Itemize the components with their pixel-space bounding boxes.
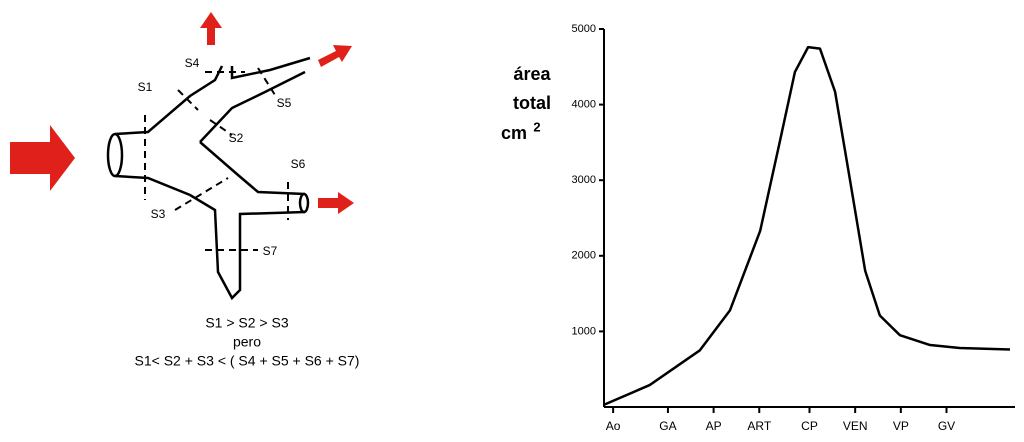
y-tick-label: 5000 bbox=[572, 23, 596, 35]
y-tick-label: 1000 bbox=[572, 325, 596, 337]
caption-line: S1< S2 + S3 < ( S4 + S5 + S6 + S7) bbox=[135, 353, 360, 369]
page: S1 S2 S3 S4 S5 S6 S7 S1 > S2 > S3 pero S… bbox=[0, 0, 1024, 437]
x-tick-label: VEN bbox=[843, 419, 868, 433]
outflow-arrow bbox=[318, 45, 352, 67]
section-label: S7 bbox=[263, 244, 278, 258]
y-tick-label: 4000 bbox=[572, 99, 596, 111]
x-tick-label: VP bbox=[893, 419, 909, 433]
outflow-arrow bbox=[318, 192, 354, 214]
section-label: S2 bbox=[229, 131, 244, 145]
y-tick-label: 2000 bbox=[572, 250, 596, 262]
vessel-wall bbox=[115, 176, 305, 298]
y-axis-label-sup: 2 bbox=[533, 119, 540, 134]
outflow-arrow bbox=[200, 12, 222, 45]
y-tick-label: 3000 bbox=[572, 174, 596, 186]
vessel-wall bbox=[200, 142, 305, 194]
caption-line: pero bbox=[233, 334, 261, 350]
y-axis-label: total bbox=[513, 93, 551, 113]
section-line bbox=[175, 178, 228, 210]
x-tick-label: ART bbox=[747, 419, 771, 433]
x-tick-label: Ao bbox=[606, 419, 621, 433]
vessel-inlet bbox=[108, 134, 122, 176]
section-label: S3 bbox=[151, 207, 166, 221]
y-axis-label: cm bbox=[501, 123, 527, 143]
line-series bbox=[604, 47, 1010, 405]
chart: área total cm 2 1000 2000 3000 4000 5000 Ao GA… bbox=[501, 23, 1015, 433]
section-label: S4 bbox=[185, 56, 200, 70]
vessel-outlet bbox=[300, 194, 308, 212]
x-tick-label: AP bbox=[706, 419, 722, 433]
x-tick-label: GA bbox=[659, 419, 676, 433]
caption-line: S1 > S2 > S3 bbox=[205, 315, 288, 331]
section-label: S1 bbox=[138, 80, 153, 94]
section-label: S5 bbox=[277, 96, 292, 110]
x-tick-label: CP bbox=[801, 419, 818, 433]
inflow-arrow bbox=[10, 125, 75, 191]
x-tick-label: GV bbox=[938, 419, 955, 433]
y-axis-label: área bbox=[513, 64, 551, 84]
section-label: S6 bbox=[291, 157, 306, 171]
vessel-diagram: S1 S2 S3 S4 S5 S6 S7 S1 > S2 > S3 pero S… bbox=[10, 12, 359, 369]
